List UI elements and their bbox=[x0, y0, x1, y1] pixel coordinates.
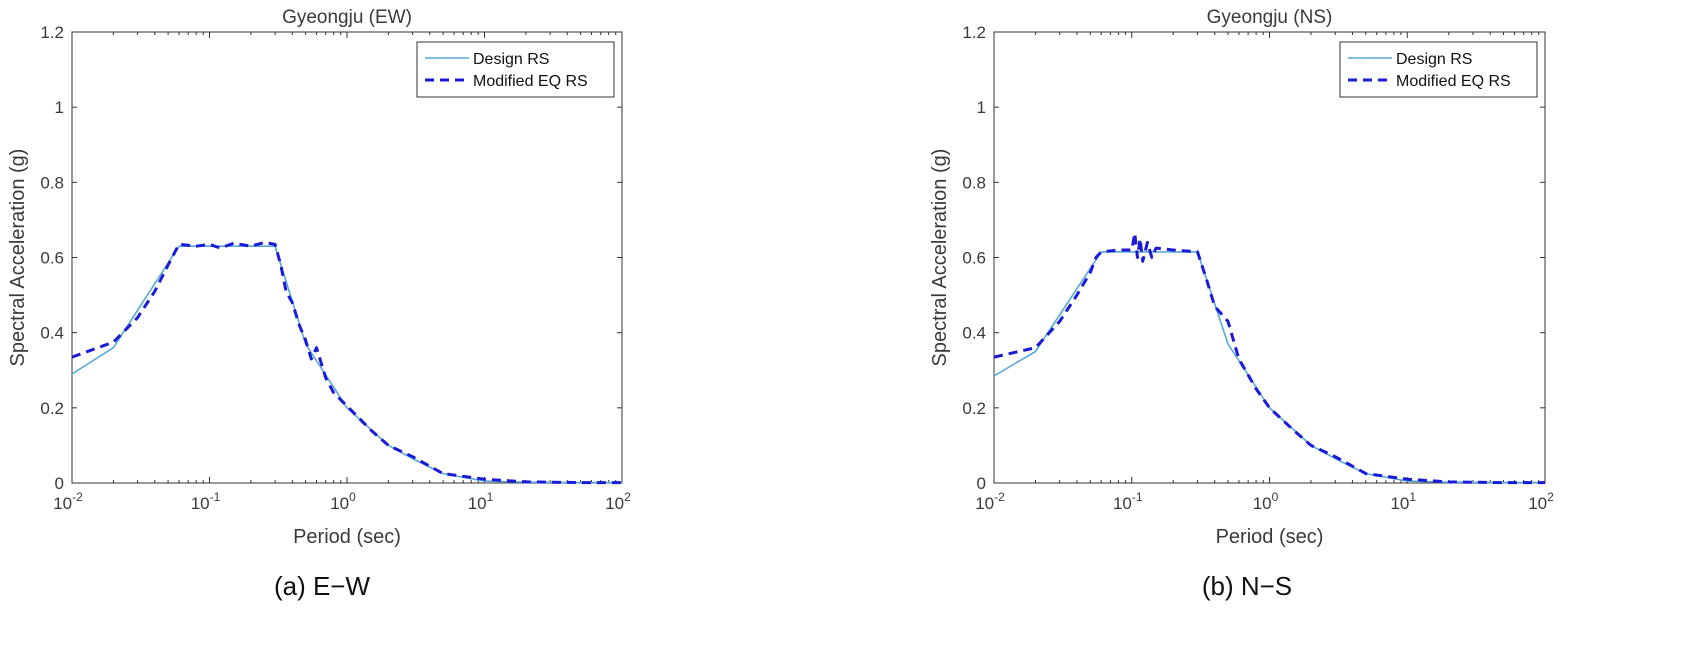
x-tick-exponent: 1 bbox=[1409, 490, 1416, 504]
series-line-modified-eq-rs bbox=[993, 231, 1545, 485]
x-tick-exponent: 2 bbox=[1547, 490, 1554, 504]
x-tick-label: 10-2 bbox=[53, 490, 83, 513]
y-tick-label: 1 bbox=[977, 98, 986, 117]
x-tick-base: 10 bbox=[1528, 494, 1547, 513]
y-tick-label: 0.8 bbox=[962, 173, 986, 192]
chart-title: Gyeongju (EW) bbox=[282, 7, 412, 28]
x-tick-base: 10 bbox=[330, 494, 349, 513]
y-tick-label: 1 bbox=[55, 98, 64, 117]
legend-label: Modified EQ RS bbox=[1396, 73, 1511, 90]
legend-label: Design RS bbox=[473, 51, 549, 68]
x-tick-exponent: 1 bbox=[487, 490, 494, 504]
x-tick-exponent: -1 bbox=[1132, 490, 1143, 504]
y-tick-label: 0.8 bbox=[40, 173, 64, 192]
x-tick-label: 10-1 bbox=[191, 490, 221, 513]
chart-title: Gyeongju (NS) bbox=[1207, 7, 1333, 28]
legend: Design RS Modified EQ RS bbox=[416, 41, 615, 98]
x-tick-exponent: 0 bbox=[1272, 490, 1279, 504]
x-tick-base: 10 bbox=[975, 494, 994, 513]
x-tick-exponent: -2 bbox=[994, 490, 1005, 504]
x-tick-exponent: -2 bbox=[72, 490, 83, 504]
x-tick-label: 102 bbox=[1528, 490, 1554, 513]
x-tick-base: 10 bbox=[605, 494, 624, 513]
x-tick-label: 10-1 bbox=[1113, 490, 1143, 513]
x-axis-label: Period (sec) bbox=[1216, 526, 1324, 548]
x-tick-exponent: 0 bbox=[349, 490, 356, 504]
x-tick-base: 10 bbox=[1253, 494, 1272, 513]
x-tick-base: 10 bbox=[1113, 494, 1132, 513]
x-tick-base: 10 bbox=[53, 494, 72, 513]
y-tick-label: 0.2 bbox=[40, 399, 64, 418]
x-tick-label: 101 bbox=[468, 490, 494, 513]
x-tick-label: 100 bbox=[1253, 490, 1279, 513]
figure-caption: (b) N−S bbox=[1202, 571, 1292, 601]
y-tick-label: 1.2 bbox=[962, 23, 986, 42]
x-tick-label: 10-2 bbox=[975, 490, 1005, 513]
x-tick-label: 102 bbox=[605, 490, 631, 513]
x-tick-exponent: -1 bbox=[210, 490, 221, 504]
chart-panel-2: 00.20.40.60.811.210-2 10-1 100 101 102Gyeong… bbox=[929, 7, 1554, 601]
series-line-modified-eq-rs bbox=[71, 241, 622, 485]
legend-label: Modified EQ RS bbox=[473, 73, 588, 90]
x-tick-base: 10 bbox=[1390, 494, 1409, 513]
y-axis-label: Spectral Acceleration (g) bbox=[929, 149, 951, 367]
legend: Design RS Modified EQ RS bbox=[1339, 41, 1538, 98]
plot-area bbox=[71, 31, 623, 484]
x-axis-label: Period (sec) bbox=[293, 526, 401, 548]
y-axis-label: Spectral Acceleration (g) bbox=[7, 149, 29, 367]
y-tick-label: 0.4 bbox=[962, 324, 986, 343]
y-tick-label: 1.2 bbox=[40, 23, 64, 42]
x-tick-label: 100 bbox=[330, 490, 356, 513]
legend-box bbox=[416, 41, 615, 98]
x-tick-base: 10 bbox=[468, 494, 487, 513]
y-tick-label: 0.6 bbox=[40, 249, 64, 268]
x-tick-label: 101 bbox=[1390, 490, 1416, 513]
y-tick-label: 0 bbox=[977, 474, 986, 493]
y-tick-label: 0.6 bbox=[962, 249, 986, 268]
y-tick-label: 0 bbox=[55, 474, 64, 493]
plot-area bbox=[993, 31, 1546, 484]
x-tick-exponent: 2 bbox=[624, 490, 631, 504]
legend-box bbox=[1339, 41, 1538, 98]
y-tick-label: 0.2 bbox=[962, 399, 986, 418]
chart-panel-1: 00.20.40.60.811.210-2 10-1 100 101 102Gyeong… bbox=[7, 7, 631, 601]
figure-caption: (a) E−W bbox=[274, 571, 371, 601]
y-tick-label: 0.4 bbox=[40, 324, 64, 343]
x-tick-base: 10 bbox=[191, 494, 210, 513]
legend-label: Design RS bbox=[1396, 51, 1472, 68]
